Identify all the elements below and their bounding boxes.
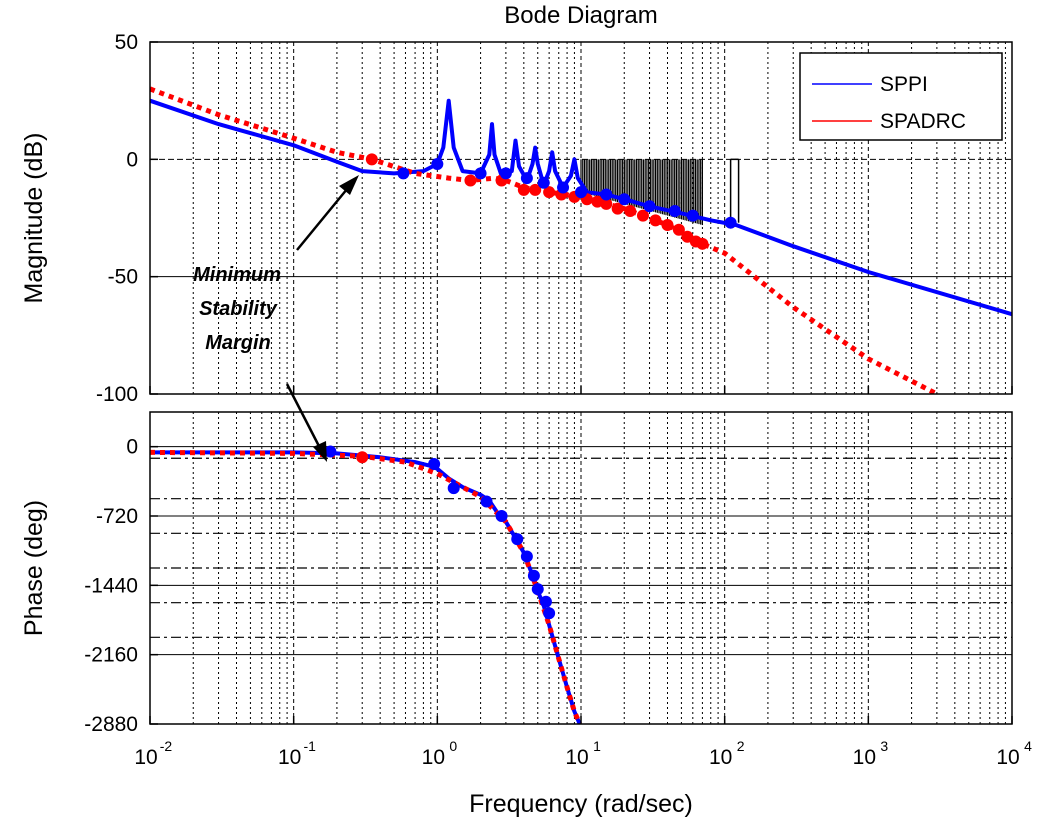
chart-title: Bode Diagram <box>504 2 657 29</box>
magnitude-sppi-marker <box>537 176 550 189</box>
magnitude-sppi-marker <box>724 216 737 229</box>
magnitude-spadrc-marker <box>649 214 662 227</box>
magnitude-spadrc-marker <box>543 186 556 199</box>
phase-sppi-marker <box>539 595 552 608</box>
phase-axes: 0 -720 -1440 -2160 -2880 Phase (deg) <box>20 411 1013 736</box>
magnitude-spadrc-marker <box>624 204 637 217</box>
magnitude-spadrc-line <box>150 86 939 394</box>
x-tick-exponent: 2 <box>737 738 745 754</box>
x-tick-exponent: 3 <box>880 738 888 754</box>
phase-y-tick-label: -720 <box>96 505 138 528</box>
magnitude-y-tick-label: 0 <box>126 148 138 171</box>
magnitude-sppi-marker <box>520 172 533 185</box>
phase-y-tick-label: -1440 <box>84 574 138 597</box>
phase-sppi-marker <box>543 607 556 620</box>
magnitude-grid <box>150 42 1012 394</box>
phase-y-tick-label: -2880 <box>84 713 138 736</box>
x-tick-exponent: 1 <box>593 738 601 754</box>
magnitude-sppi-marker <box>575 186 587 199</box>
magnitude-spadrc-marker <box>672 223 685 236</box>
magnitude-y-tick-label: -50 <box>108 266 138 289</box>
x-tick-label: 10 <box>422 746 445 769</box>
annotation-arrow-magnitude <box>296 182 353 251</box>
annotation-arrow-phase <box>285 383 324 453</box>
annotation-line-2: Stability <box>199 298 278 320</box>
sppi-resonance-spikes <box>580 158 740 226</box>
phase-y-label: Phase (deg) <box>20 500 48 636</box>
phase-sppi-marker <box>447 482 460 495</box>
x-tick-exponent: 4 <box>1024 738 1032 754</box>
magnitude-spadrc-marker <box>464 174 477 187</box>
phase-sppi-marker <box>520 550 533 563</box>
x-tick-exponent: -1 <box>303 738 316 754</box>
magnitude-spadrc-marker <box>600 197 613 210</box>
x-tick-label: 10 <box>134 746 157 769</box>
x-tick-label: 10 <box>565 746 588 769</box>
phase-y-tick-label: -2160 <box>84 644 138 667</box>
frequency-x-ticks: 10 -2 10 -1 10 0 10 1 10 2 10 3 10 4 <box>134 386 1032 769</box>
phase-spadrc-line <box>150 449 583 724</box>
x-tick-label: 10 <box>996 746 1019 769</box>
phase-sppi-marker <box>428 458 441 470</box>
magnitude-spadrc-marker <box>661 219 674 232</box>
magnitude-spadrc-marker <box>636 209 649 222</box>
phase-sppi-marker <box>511 533 524 546</box>
magnitude-y-tick-label: -100 <box>96 383 138 406</box>
x-tick-exponent: 0 <box>449 738 457 754</box>
legend-box <box>799 52 1003 141</box>
magnitude-sppi-marker <box>618 193 631 206</box>
phase-sppi-marker <box>531 583 544 596</box>
legend-sppi-label: SPPI <box>880 73 928 96</box>
phase-sppi-marker <box>324 445 337 458</box>
legend: SPPI SPADRC <box>799 52 1003 141</box>
magnitude-sppi-marker <box>600 188 613 201</box>
phase-grid <box>150 412 1012 724</box>
frequency-x-label: Frequency (rad/sec) <box>469 790 693 818</box>
magnitude-sppi-marker <box>643 200 656 213</box>
x-tick-label: 10 <box>278 746 301 769</box>
phase-y-ticks: 0 -720 -1440 -2160 -2880 <box>84 436 158 736</box>
magnitude-sppi-marker <box>499 167 512 180</box>
magnitude-spadrc-marker <box>611 202 624 215</box>
phase-sppi-marker <box>495 510 508 522</box>
annotation-arrowhead-phase <box>313 441 327 462</box>
phase-sppi-marker <box>527 569 540 582</box>
annotation-line-3: Margin <box>205 332 271 354</box>
phase-y-tick-label: 0 <box>126 436 138 459</box>
magnitude-sppi-marker <box>431 158 444 171</box>
magnitude-y-tick-label: 50 <box>115 31 138 54</box>
legend-spadrc-label: SPADRC <box>880 110 966 133</box>
phase-sppi-marker <box>480 495 493 508</box>
magnitude-sppi-marker <box>668 204 681 217</box>
phase-markers <box>324 445 556 620</box>
magnitude-sppi-marker <box>474 167 487 180</box>
phase-spadrc-marker <box>356 451 369 464</box>
magnitude-y-label: Magnitude (dB) <box>20 133 48 304</box>
annotation-line-1: Minimum <box>193 264 281 286</box>
magnitude-sppi-marker <box>397 167 410 180</box>
x-tick-label: 10 <box>709 746 732 769</box>
annotation-arrowhead-magnitude <box>339 175 359 195</box>
x-tick-label: 10 <box>853 746 876 769</box>
magnitude-spadrc-marker <box>696 237 709 250</box>
magnitude-spadrc-marker <box>529 183 542 196</box>
magnitude-markers <box>365 153 737 250</box>
magnitude-sppi-marker <box>686 209 699 222</box>
magnitude-sppi-marker <box>557 181 570 194</box>
magnitude-y-ticks: 50 0 -50 -100 <box>96 31 158 406</box>
x-tick-exponent: -2 <box>160 738 173 754</box>
magnitude-spadrc-marker <box>365 153 378 166</box>
magnitude-spadrc-marker <box>517 183 530 196</box>
stability-annotation: Minimum Stability Margin <box>193 175 359 462</box>
